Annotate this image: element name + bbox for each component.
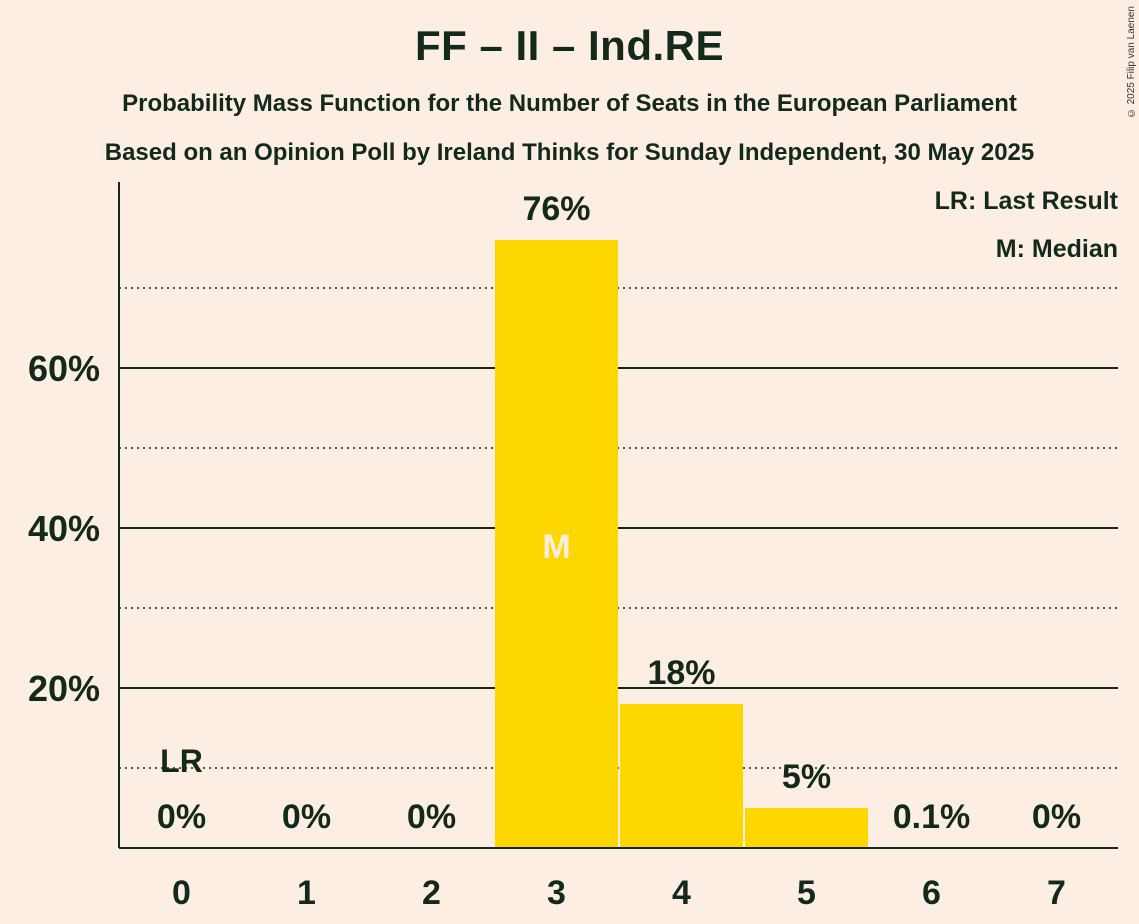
x-tick-label: 5: [797, 874, 816, 912]
x-tick-label: 2: [422, 874, 441, 912]
y-tick-label: 40%: [28, 508, 100, 549]
median-marker: M: [542, 528, 570, 566]
x-tick-label: 3: [547, 874, 566, 912]
chart-title: FF – II – Ind.RE: [414, 22, 725, 69]
y-tick-label: 60%: [28, 348, 100, 389]
legend-median: M: Median: [996, 235, 1118, 263]
gridlines: [119, 287, 1118, 769]
data-labels: 0% 0% 0% 76% 18% 5% 0.1% 0% M LR: [157, 190, 1081, 836]
x-tick-label: 6: [922, 874, 941, 912]
chart-subtitle-source: Based on an Opinion Poll by Ireland Thin…: [104, 139, 1035, 166]
chart-subtitle: Probability Mass Function for the Number…: [122, 90, 1017, 117]
bar-value-label: 18%: [647, 654, 715, 692]
bar-value-label: 0%: [1032, 798, 1081, 836]
bar-seat-3: [495, 240, 618, 848]
bars: [495, 240, 868, 848]
x-tick-label: 0: [172, 874, 191, 912]
axes: 20% 40% 60% 0 1 2 3 4 5 6 7: [28, 182, 1118, 912]
y-tick-label: 20%: [28, 668, 100, 709]
x-tick-label: 1: [297, 874, 316, 912]
last-result-marker: LR: [160, 743, 203, 779]
legend-last-result: LR: Last Result: [935, 187, 1119, 215]
x-tick-label: 4: [672, 874, 691, 912]
bar-seat-4: [620, 704, 743, 848]
bar-seat-5: [745, 808, 868, 848]
bar-value-label: 5%: [782, 758, 831, 796]
bar-value-label: 0%: [407, 798, 456, 836]
bar-value-label: 0.1%: [893, 798, 971, 836]
x-tick-label: 7: [1047, 874, 1066, 912]
bar-value-label: 76%: [522, 190, 590, 228]
bar-value-label: 0%: [282, 798, 331, 836]
bar-value-label: 0%: [157, 798, 206, 836]
